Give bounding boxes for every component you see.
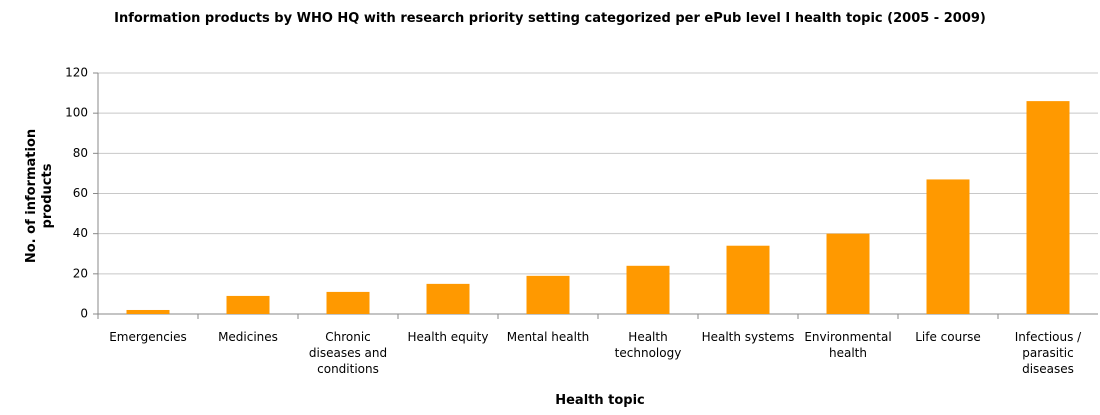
x-axis-title: Health topic bbox=[555, 393, 645, 408]
bar bbox=[1026, 101, 1070, 314]
x-tick-label: Health systems bbox=[701, 330, 795, 344]
x-tick-label: Medicines bbox=[218, 330, 278, 344]
bar bbox=[226, 295, 270, 314]
bar bbox=[526, 275, 570, 314]
y-tick-label: 120 bbox=[65, 66, 88, 80]
y-tick-label: 40 bbox=[73, 226, 88, 240]
bar bbox=[626, 265, 670, 314]
bar bbox=[126, 309, 170, 314]
x-tick-label: Mental health bbox=[506, 330, 590, 344]
bar bbox=[726, 245, 770, 314]
x-tick-label: Chronic diseases and conditions bbox=[308, 330, 388, 376]
y-tick-label: 60 bbox=[73, 186, 88, 200]
x-tick-label: Health equity bbox=[407, 330, 489, 344]
y-axis-title: No. of information products bbox=[24, 128, 55, 264]
bar bbox=[426, 283, 470, 314]
y-tick-label: 100 bbox=[65, 106, 88, 120]
x-tick-label: Environmental health bbox=[804, 330, 892, 360]
y-tick-label: 0 bbox=[80, 307, 88, 321]
y-tick-label: 20 bbox=[73, 266, 88, 280]
bar bbox=[926, 179, 970, 314]
x-tick-label: Infectious / parasitic diseases bbox=[1014, 330, 1082, 376]
x-tick-label: Life course bbox=[915, 330, 981, 344]
bar bbox=[326, 291, 370, 314]
x-tick-label: Emergencies bbox=[109, 330, 187, 344]
x-tick-label: Health technology bbox=[614, 330, 682, 360]
y-tick-label: 80 bbox=[73, 146, 88, 160]
chart-title: Information products by WHO HQ with rese… bbox=[114, 11, 986, 26]
bar bbox=[826, 233, 870, 314]
